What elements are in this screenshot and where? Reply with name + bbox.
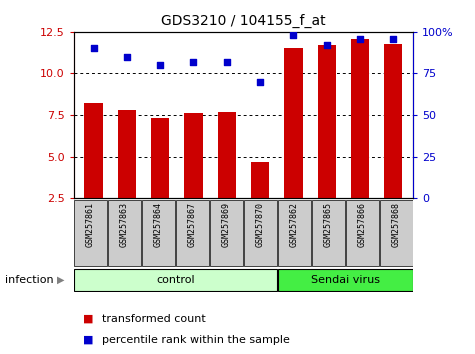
Text: ■: ■ <box>83 314 94 324</box>
Bar <box>346 200 379 266</box>
Bar <box>118 110 136 198</box>
Point <box>90 46 97 51</box>
Point <box>190 59 197 65</box>
Bar <box>151 118 170 198</box>
Text: GSM257862: GSM257862 <box>290 202 299 247</box>
Bar <box>278 268 413 291</box>
Bar <box>312 200 345 266</box>
Bar <box>74 200 107 266</box>
Text: GSM257864: GSM257864 <box>154 202 163 247</box>
Text: GSM257865: GSM257865 <box>324 202 333 247</box>
Text: ■: ■ <box>83 335 94 345</box>
Bar <box>278 200 311 266</box>
Text: GSM257868: GSM257868 <box>392 202 401 247</box>
Point <box>356 36 364 41</box>
Point <box>123 54 131 59</box>
Text: GSM257870: GSM257870 <box>256 202 265 247</box>
Bar <box>184 113 203 198</box>
Text: transformed count: transformed count <box>102 314 206 324</box>
Bar <box>108 200 141 266</box>
Bar <box>351 39 369 198</box>
Bar <box>142 200 175 266</box>
Bar <box>210 200 243 266</box>
Point <box>390 36 397 41</box>
Bar <box>284 48 303 198</box>
Text: ▶: ▶ <box>57 275 65 285</box>
Bar <box>176 200 209 266</box>
Title: GDS3210 / 104155_f_at: GDS3210 / 104155_f_at <box>161 14 326 28</box>
Text: GSM257863: GSM257863 <box>120 202 129 247</box>
Point <box>290 32 297 38</box>
Point <box>256 79 264 85</box>
Bar <box>218 112 236 198</box>
Text: GSM257866: GSM257866 <box>358 202 367 247</box>
Point <box>156 62 164 68</box>
Text: control: control <box>156 275 195 285</box>
Point <box>323 42 331 48</box>
Point <box>223 59 230 65</box>
Bar <box>251 162 269 198</box>
Bar <box>244 200 277 266</box>
Bar <box>380 200 413 266</box>
Bar <box>85 103 103 198</box>
Text: GSM257869: GSM257869 <box>222 202 231 247</box>
Bar <box>317 45 336 198</box>
Text: percentile rank within the sample: percentile rank within the sample <box>102 335 290 345</box>
Bar <box>384 44 402 198</box>
Text: GSM257867: GSM257867 <box>188 202 197 247</box>
Bar <box>74 268 277 291</box>
Text: GSM257861: GSM257861 <box>86 202 95 247</box>
Text: infection: infection <box>5 275 53 285</box>
Text: Sendai virus: Sendai virus <box>311 275 380 285</box>
